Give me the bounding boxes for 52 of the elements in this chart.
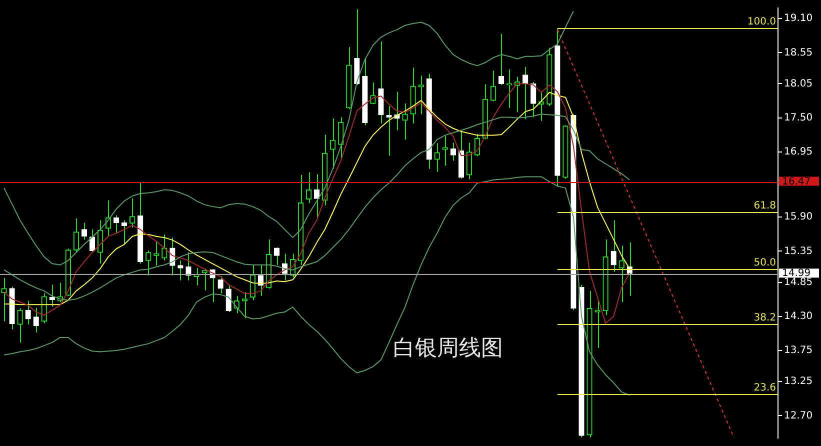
candlestick: [162, 234, 168, 262]
annotation: 白银周线图: [393, 335, 503, 363]
candlestick: [530, 81, 536, 118]
candlestick: [1, 277, 7, 322]
y-tick-label: 12.70: [784, 410, 813, 422]
candlestick: [522, 66, 528, 120]
candlestick: [81, 222, 88, 240]
ref-line-label: 16.47: [782, 176, 811, 188]
candlestick: [450, 142, 456, 162]
candlestick: [274, 247, 280, 266]
annotation: 38.2: [754, 312, 776, 324]
candlestick: [490, 70, 496, 102]
annotation: 50.0: [754, 258, 776, 269]
y-tick-label: 17.50: [784, 112, 813, 124]
annotation: 61.8: [754, 200, 776, 212]
y-tick-label: 18.55: [784, 47, 813, 58]
candlestick: [330, 118, 336, 170]
candlestick: [338, 116, 344, 160]
annotation: 100.0: [747, 16, 776, 28]
candlestick: [466, 142, 472, 180]
candlestick: [89, 229, 96, 253]
y-tick-label: 15.35: [784, 246, 813, 257]
candlestick: [402, 103, 408, 140]
candlestick: [314, 174, 320, 218]
y-tick-label: 13.75: [784, 345, 813, 356]
candlestick: [146, 250, 152, 276]
y-tick-label: 16.95: [784, 146, 813, 158]
candlestick: [25, 300, 31, 325]
y-tick-label: 15.90: [784, 212, 813, 223]
y-tick-label: 19.10: [784, 13, 813, 24]
candlestick: [33, 307, 39, 334]
candlestick: [130, 198, 136, 228]
candlestick: [17, 308, 23, 343]
y-tick-label: 13.25: [784, 376, 813, 388]
candlestick: [242, 292, 248, 319]
y-tick-label: 18.05: [784, 78, 813, 90]
candlestick: [306, 172, 312, 204]
candlestick: [218, 276, 224, 294]
candlestick: [202, 268, 208, 291]
candlestick: [186, 252, 192, 281]
y-tick-label: 14.85: [784, 276, 813, 288]
candlestick: [610, 220, 616, 272]
candlestick: [498, 34, 504, 86]
annotation: 23.6: [754, 382, 776, 394]
candlestick: [434, 142, 440, 172]
candlestick: [618, 245, 624, 303]
candlestick: [394, 91, 400, 131]
candlestick: [73, 218, 80, 253]
candlestick: [442, 135, 448, 166]
y-tick-label: 14.30: [784, 310, 813, 322]
candlestick: [113, 214, 120, 234]
candlestick: [178, 260, 184, 281]
